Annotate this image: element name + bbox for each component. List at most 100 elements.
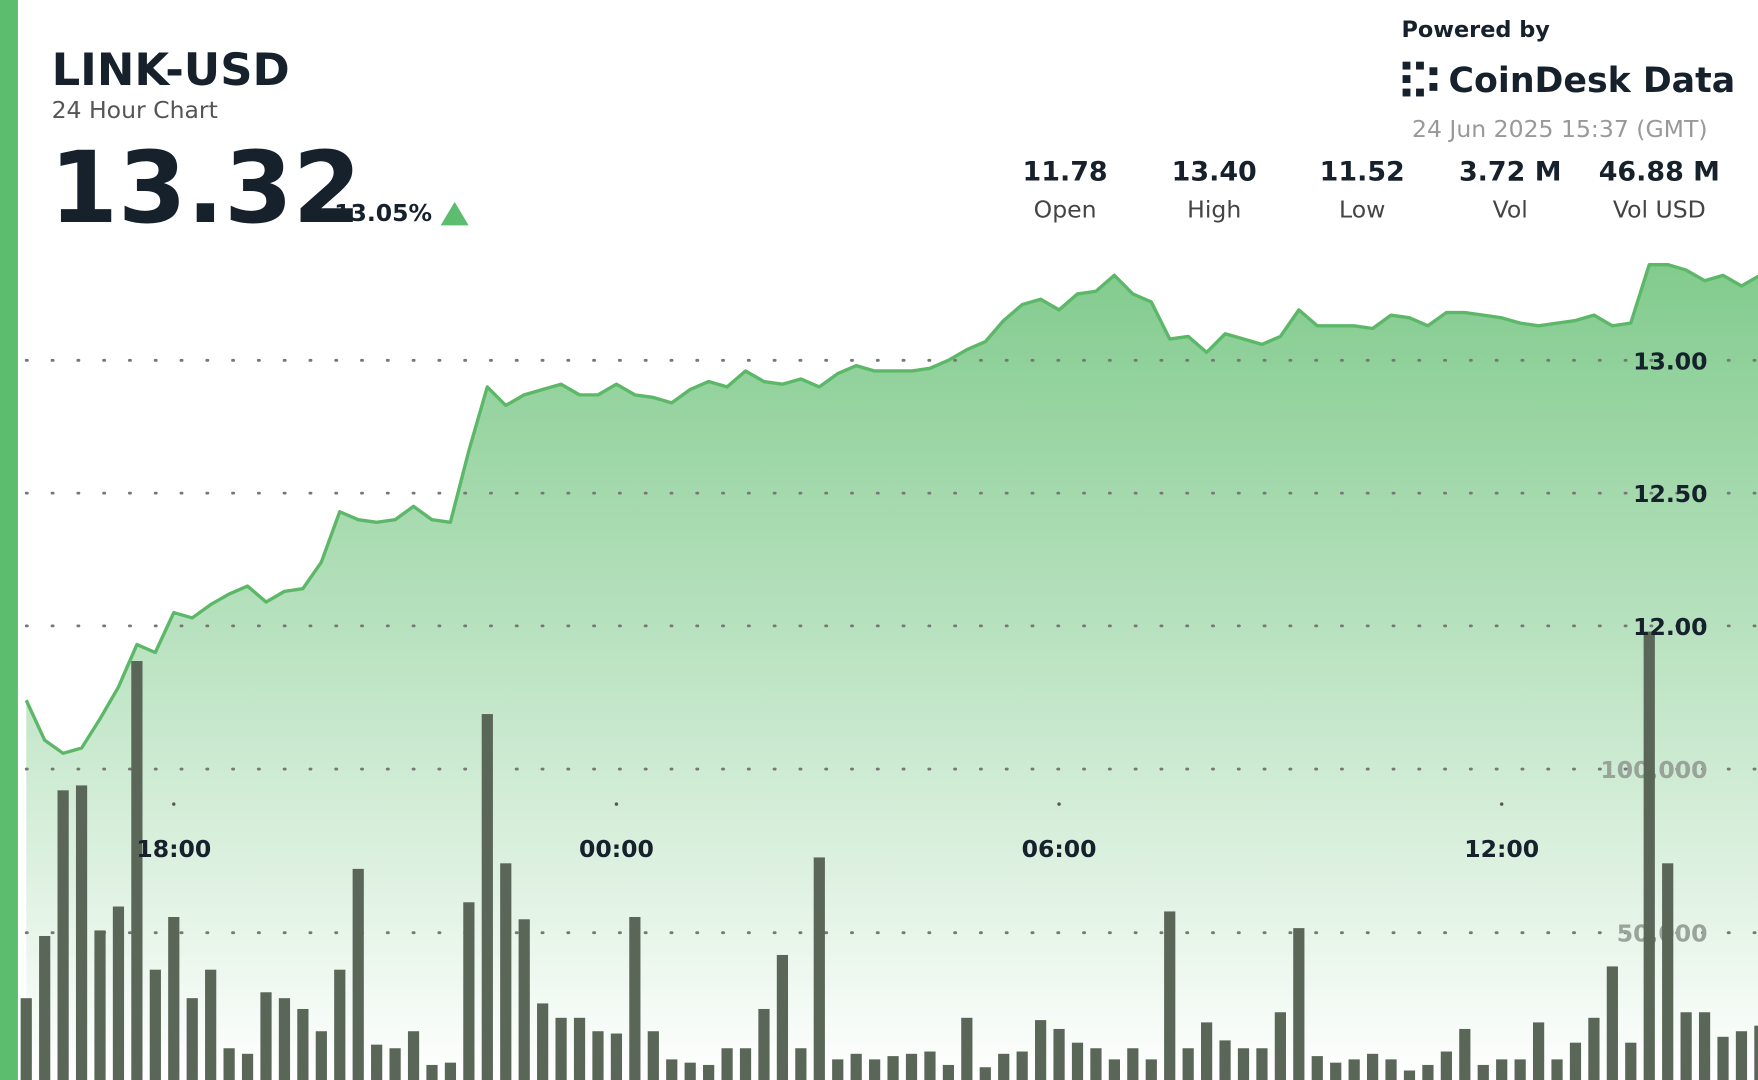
x-tick-label: 12:00 — [1464, 835, 1539, 863]
volume-bar — [666, 1059, 678, 1080]
volume-bar — [407, 1031, 420, 1080]
volume-bar — [20, 998, 32, 1080]
volume-bar — [1735, 1031, 1748, 1080]
volume-bar — [1754, 1025, 1758, 1080]
brand: CoinDesk Data — [1449, 61, 1736, 101]
volume-bar — [1256, 1048, 1268, 1080]
volume-bar — [869, 1059, 881, 1080]
volume-bar — [260, 992, 272, 1080]
volume-bar — [813, 857, 825, 1080]
stat-value: 46.88 M — [1599, 157, 1720, 188]
volume-bar — [131, 661, 143, 1080]
volume-bar — [703, 1064, 715, 1080]
volume-bar — [1237, 1048, 1250, 1080]
volume-bar — [371, 1044, 383, 1080]
x-tick-label: 18:00 — [136, 835, 211, 863]
stat-label: Low — [1339, 196, 1385, 224]
volume-bar — [1625, 1042, 1637, 1080]
powered-by: Powered by — [1401, 17, 1550, 43]
x-tick-mark — [1500, 802, 1504, 806]
volume-bar — [684, 1062, 696, 1080]
brand-logo — [1402, 61, 1438, 97]
x-tick-mark — [172, 802, 176, 806]
volume-bar — [647, 1031, 659, 1080]
volume-bar — [905, 1053, 918, 1080]
volume-bar — [610, 1033, 623, 1080]
volume-bar — [1496, 1059, 1508, 1080]
x-tick-label: 00:00 — [579, 835, 654, 863]
volume-bar — [1090, 1048, 1102, 1080]
price-line — [24, 262, 1758, 755]
volume-bar — [592, 1031, 604, 1080]
volume-bar — [1293, 928, 1305, 1080]
change: 13.05% — [334, 199, 432, 227]
volume-bar — [924, 1051, 936, 1080]
volume-bar — [352, 868, 364, 1080]
volume-bar — [1348, 1059, 1360, 1080]
volume-bar — [112, 906, 125, 1080]
stat-value: 13.40 — [1172, 157, 1257, 188]
volume-bar — [168, 916, 180, 1080]
volume-bar — [1016, 1051, 1028, 1080]
volume-bar — [94, 930, 106, 1080]
up-arrow — [440, 201, 469, 226]
stat-value: 11.52 — [1320, 157, 1405, 188]
volume-bar — [1071, 1042, 1084, 1080]
volume-bar — [334, 969, 346, 1080]
volume-bar — [1717, 1036, 1729, 1080]
volume-bar — [1551, 1059, 1563, 1080]
volume-bar — [961, 1017, 973, 1080]
stat-label: Open — [1034, 196, 1097, 224]
volume-bar — [573, 1017, 586, 1080]
volume-bar — [1459, 1028, 1471, 1080]
volume-bar — [518, 919, 530, 1080]
volume-bar — [297, 1008, 309, 1080]
volume-bar — [1440, 1051, 1452, 1080]
volume-bar — [1477, 1064, 1489, 1080]
volume-bar — [758, 1008, 770, 1080]
volume-bar — [1145, 1059, 1157, 1080]
volume-bar — [998, 1053, 1010, 1080]
stat-label: High — [1187, 196, 1241, 224]
volume-bar — [1532, 1022, 1545, 1080]
volume-bar — [1182, 1048, 1194, 1080]
volume-bar — [1164, 911, 1176, 1080]
volume-bar — [1219, 1040, 1231, 1080]
volume-bar — [278, 998, 291, 1080]
volume-bar — [887, 1056, 899, 1080]
volume-bar — [832, 1059, 844, 1080]
price-area — [26, 264, 1758, 1080]
y-tick-label: 12.00 — [1633, 613, 1707, 641]
volume-bar — [1053, 1028, 1065, 1080]
volume-bar — [57, 790, 69, 1080]
volume-bar — [942, 1064, 955, 1080]
volume-bar — [979, 1067, 991, 1080]
price: 13.32 — [49, 131, 361, 246]
timestamp: 24 Jun 2025 15:37 (GMT) — [1412, 115, 1708, 143]
volume-bar — [1403, 1070, 1416, 1080]
y-tick-label: 13.00 — [1633, 347, 1707, 375]
subtitle: 24 Hour Chart — [52, 96, 218, 124]
volume-bar — [1385, 1059, 1397, 1080]
volume-bar — [721, 1048, 733, 1080]
volume-bar — [1035, 1020, 1047, 1080]
volume-bar — [463, 902, 475, 1080]
symbol: LINK-USD — [52, 43, 290, 96]
volume-bar — [1274, 1012, 1286, 1080]
accent-bar — [0, 0, 18, 1080]
volume-bar — [1127, 1048, 1139, 1080]
volume-bar — [186, 998, 198, 1080]
volume-bar — [444, 1062, 457, 1080]
volume-bar — [241, 1053, 254, 1080]
volume-bar — [776, 954, 789, 1080]
volume-bar — [739, 1048, 752, 1080]
volume-bar — [1422, 1064, 1434, 1080]
volume-bar — [1643, 631, 1655, 1080]
volume-bar — [1514, 1059, 1526, 1080]
stat-label: Vol USD — [1613, 196, 1706, 224]
volume-bar — [1366, 1053, 1379, 1080]
volume-bar — [1680, 1012, 1692, 1080]
volume-bar — [1201, 1022, 1213, 1080]
volume-bar — [1662, 863, 1674, 1080]
